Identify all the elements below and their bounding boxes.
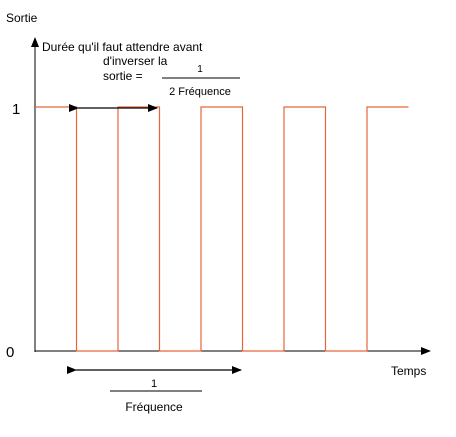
half-period-numerator: 1 <box>197 64 203 75</box>
y-axis-title: Sortie <box>6 11 38 25</box>
half-period-text-line1: Durée qu'il faut attendre avant <box>42 40 203 54</box>
level-high-label: 1 <box>12 101 20 118</box>
half-period-denominator: 2 Fréquence <box>169 86 231 98</box>
level-low-label: 0 <box>6 344 14 361</box>
square-wave-signal <box>35 106 409 352</box>
x-axis-title: Temps <box>391 364 426 378</box>
half-period-text-line2: d'inverser la <box>103 54 168 68</box>
period-numerator: 1 <box>151 378 157 390</box>
half-period-text-line3: sortie = <box>103 69 143 83</box>
period-denominator: Fréquence <box>125 400 183 414</box>
